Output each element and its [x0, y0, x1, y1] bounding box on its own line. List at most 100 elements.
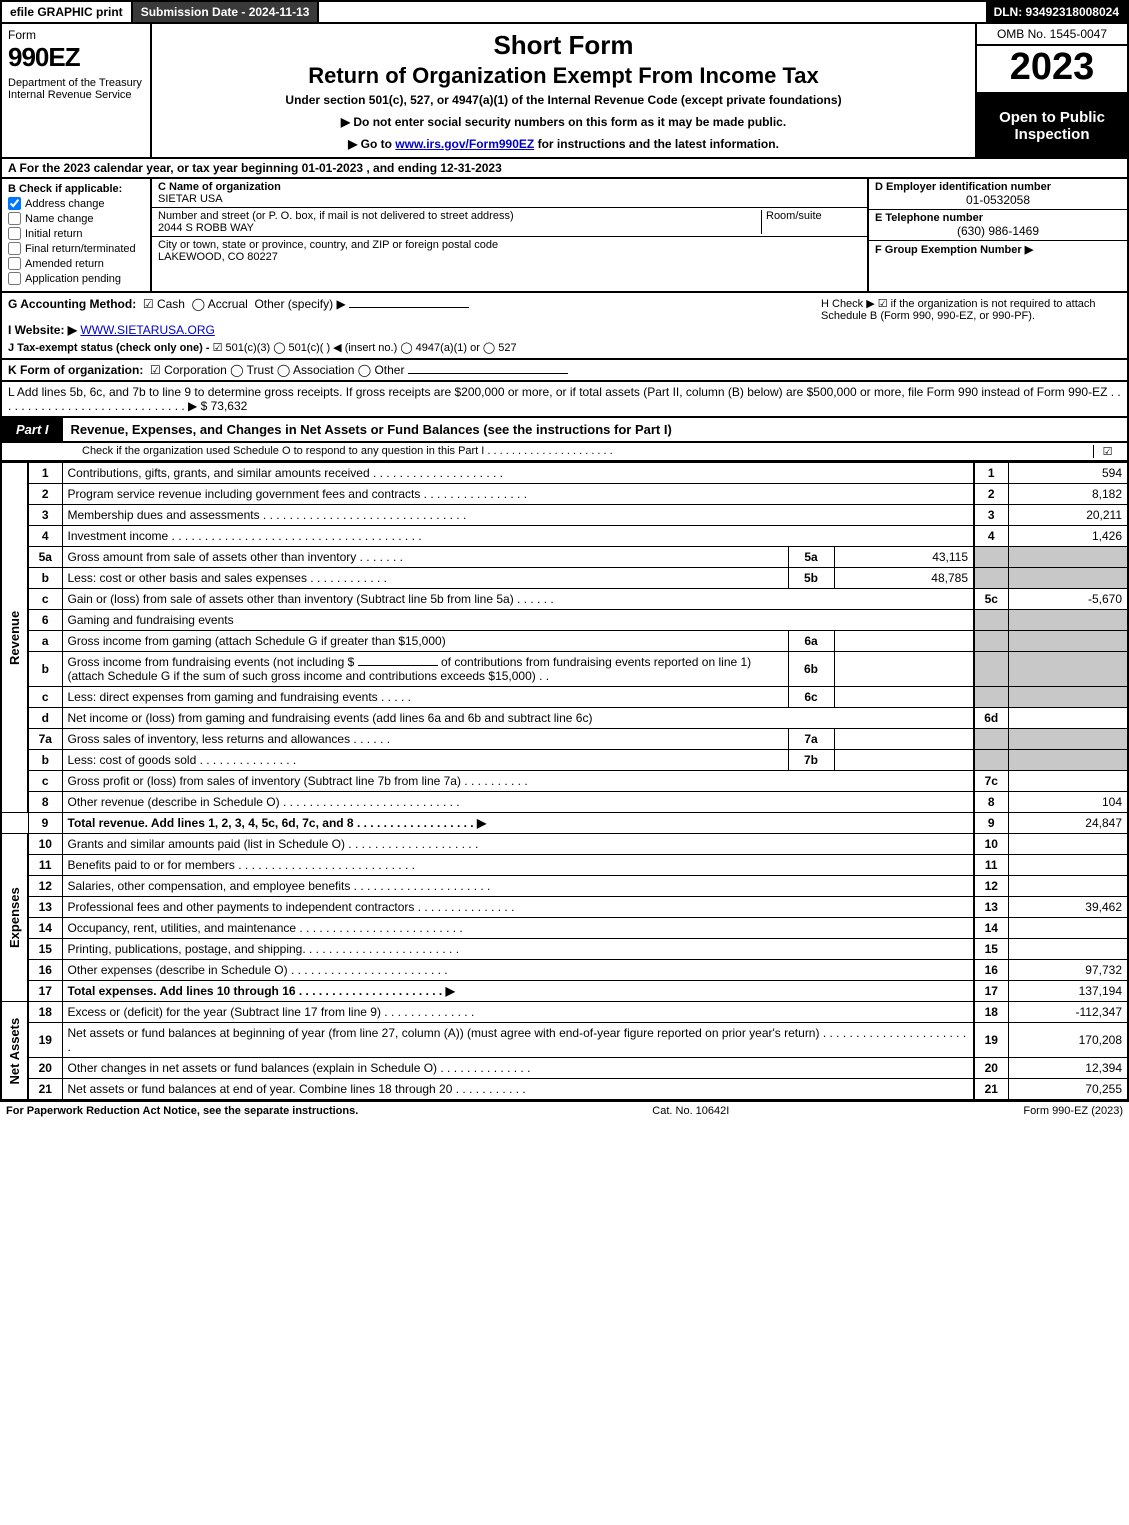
ln-14-rnum: 14 — [974, 918, 1008, 939]
ln-11-rnum: 11 — [974, 855, 1008, 876]
row-g-h: G Accounting Method: ☑ Cash ◯ Accrual Ot… — [0, 293, 1129, 360]
e-phone-label: E Telephone number — [875, 212, 1121, 224]
lbl-address-change: Address change — [25, 198, 105, 210]
ln-6b-rval — [1008, 652, 1128, 687]
ln-6a-num: a — [28, 631, 62, 652]
ln-6c-rnum — [974, 687, 1008, 708]
ln-7c-num: c — [28, 771, 62, 792]
chk-address-change[interactable] — [8, 197, 21, 210]
lbl-application-pending: Application pending — [25, 273, 121, 285]
phone-value: (630) 986-1469 — [875, 224, 1121, 238]
section-a-tax-year: A For the 2023 calendar year, or tax yea… — [0, 159, 1129, 179]
ln-5b-subval: 48,785 — [834, 568, 974, 589]
c-city-label: City or town, state or province, country… — [158, 239, 861, 251]
ln-20-num: 20 — [28, 1058, 62, 1079]
l-gross-receipts: L Add lines 5b, 6c, and 7b to line 9 to … — [0, 382, 1129, 418]
omb-number: OMB No. 1545-0047 — [977, 24, 1127, 46]
j-tax-exempt: J Tax-exempt status (check only one) - ☑… — [8, 341, 801, 354]
chk-amended-return[interactable] — [8, 257, 21, 270]
i-label: I Website: ▶ — [8, 323, 77, 337]
ln-7b-rnum — [974, 750, 1008, 771]
chk-final-return[interactable] — [8, 242, 21, 255]
ln-7b-subcol: 7b — [788, 750, 834, 771]
ln-6c-subval — [834, 687, 974, 708]
ln-8-desc: Other revenue (describe in Schedule O) .… — [62, 792, 974, 813]
ln-7b-rval — [1008, 750, 1128, 771]
ln-3-rnum: 3 — [974, 505, 1008, 526]
ln-14-num: 14 — [28, 918, 62, 939]
instr-suffix: for instructions and the latest informat… — [534, 137, 779, 151]
chk-application-pending[interactable] — [8, 272, 21, 285]
ln-13-desc: Professional fees and other payments to … — [62, 897, 974, 918]
ln-13-num: 13 — [28, 897, 62, 918]
g-other: Other (specify) ▶ — [254, 297, 345, 311]
ln-8-rnum: 8 — [974, 792, 1008, 813]
footer-form-ref: Form 990-EZ (2023) — [1023, 1105, 1123, 1117]
efile-print-label[interactable]: efile GRAPHIC print — [2, 2, 133, 22]
ln-6-rnum — [974, 610, 1008, 631]
ln-6b-subval — [834, 652, 974, 687]
ln-5a-rnum — [974, 547, 1008, 568]
ln-15-val — [1008, 939, 1128, 960]
website-link[interactable]: WWW.SIETARUSA.ORG — [80, 323, 214, 337]
ln-6b-num: b — [28, 652, 62, 687]
ln-3-num: 3 — [28, 505, 62, 526]
ln-17-val: 137,194 — [1008, 981, 1128, 1002]
ln-7c-val — [1008, 771, 1128, 792]
chk-initial-return[interactable] — [8, 227, 21, 240]
ln-12-val — [1008, 876, 1128, 897]
f-group-exemption-label: F Group Exemption Number ▶ — [875, 243, 1121, 256]
ln-1-num: 1 — [28, 463, 62, 484]
ln-7b-num: b — [28, 750, 62, 771]
section-def: D Employer identification number 01-0532… — [867, 179, 1127, 291]
ln-7b-desc: Less: cost of goods sold . . . . . . . .… — [62, 750, 788, 771]
ln-8-val: 104 — [1008, 792, 1128, 813]
ln-5a-subval: 43,115 — [834, 547, 974, 568]
ln-2-rnum: 2 — [974, 484, 1008, 505]
ln-6-rval — [1008, 610, 1128, 631]
ln-15-desc: Printing, publications, postage, and shi… — [62, 939, 974, 960]
page-footer: For Paperwork Reduction Act Notice, see … — [0, 1101, 1129, 1120]
ln-21-val: 70,255 — [1008, 1079, 1128, 1101]
ln-17-desc: Total expenses. Add lines 10 through 16 … — [62, 981, 974, 1002]
form-id-block: Form 990EZ Department of the Treasury In… — [2, 24, 152, 157]
lbl-amended-return: Amended return — [25, 258, 104, 270]
ln-6a-subval — [834, 631, 974, 652]
ln-7c-rnum: 7c — [974, 771, 1008, 792]
part-i-sub-label: Check if the organization used Schedule … — [82, 445, 613, 458]
ln-10-num: 10 — [28, 834, 62, 855]
ln-6c-rval — [1008, 687, 1128, 708]
ssn-warning: ▶ Do not enter social security numbers o… — [162, 115, 965, 129]
ln-2-val: 8,182 — [1008, 484, 1128, 505]
ln-6a-desc: Gross income from gaming (attach Schedul… — [62, 631, 788, 652]
ln-10-val — [1008, 834, 1128, 855]
ln-11-num: 11 — [28, 855, 62, 876]
ln-14-desc: Occupancy, rent, utilities, and maintena… — [62, 918, 974, 939]
footer-paperwork-notice: For Paperwork Reduction Act Notice, see … — [6, 1105, 358, 1117]
g-label: G Accounting Method: — [8, 297, 136, 311]
ln-5a-num: 5a — [28, 547, 62, 568]
ln-5b-desc: Less: cost or other basis and sales expe… — [62, 568, 788, 589]
ln-21-num: 21 — [28, 1079, 62, 1101]
irs-link[interactable]: www.irs.gov/Form990EZ — [395, 137, 534, 151]
chk-name-change[interactable] — [8, 212, 21, 225]
form-title-block: Short Form Return of Organization Exempt… — [152, 24, 977, 157]
ln-5a-subcol: 5a — [788, 547, 834, 568]
ln-8-num: 8 — [28, 792, 62, 813]
section-b-checkboxes: B Check if applicable: Address change Na… — [2, 179, 152, 291]
form-header: Form 990EZ Department of the Treasury In… — [0, 24, 1129, 159]
part-i-schedule-o-check[interactable]: ☑ — [1093, 445, 1121, 458]
ln-4-val: 1,426 — [1008, 526, 1128, 547]
ln-7a-subcol: 7a — [788, 729, 834, 750]
i-website: I Website: ▶ WWW.SIETARUSA.ORG — [8, 323, 801, 337]
ln-2-desc: Program service revenue including govern… — [62, 484, 974, 505]
ln-10-rnum: 10 — [974, 834, 1008, 855]
ln-6d-val — [1008, 708, 1128, 729]
ln-5a-rval — [1008, 547, 1128, 568]
ln-7a-desc: Gross sales of inventory, less returns a… — [62, 729, 788, 750]
ln-11-val — [1008, 855, 1128, 876]
ln-6b-desc1: Gross income from fundraising events (no… — [68, 655, 355, 669]
g-cash: Cash — [157, 297, 185, 311]
ln-4-desc: Investment income . . . . . . . . . . . … — [62, 526, 974, 547]
open-to-public: Open to Public Inspection — [977, 94, 1127, 157]
